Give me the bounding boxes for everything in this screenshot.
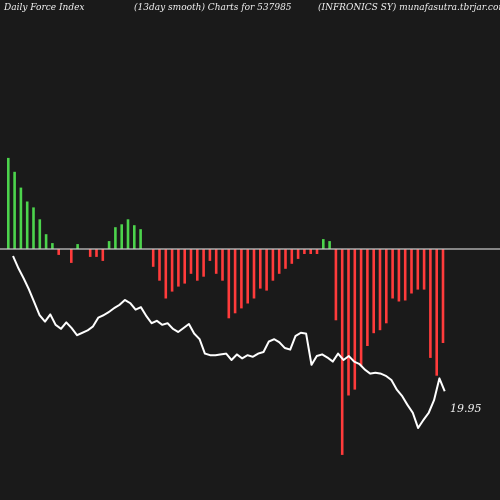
force-bar-negative — [196, 249, 199, 281]
force-bar-negative — [277, 249, 281, 274]
force-bar-positive — [126, 219, 130, 249]
force-bar-negative — [214, 249, 218, 274]
force-bar-negative — [221, 249, 224, 281]
force-bar-positive — [13, 171, 16, 249]
force-bar-positive — [114, 227, 117, 249]
force-bar-negative — [372, 249, 375, 334]
force-bar-negative — [265, 249, 268, 291]
force-bar-negative — [378, 249, 382, 331]
force-bar-negative — [366, 249, 369, 346]
force-bar-positive — [322, 239, 325, 249]
header-chart-subtitle: (13day smooth) Charts for 537985 — [134, 3, 292, 13]
force-bar-positive — [32, 207, 35, 249]
force-index-bars — [7, 157, 445, 455]
last-price-label: 19.95 — [450, 402, 482, 415]
price-line — [12, 255, 446, 429]
force-bar-negative — [189, 249, 193, 274]
force-bar-negative — [403, 249, 407, 301]
force-bar-negative — [202, 249, 205, 277]
force-bar-negative — [170, 249, 174, 292]
force-bar-negative — [240, 249, 243, 309]
force-bar-negative — [151, 249, 155, 267]
force-bar-positive — [25, 201, 29, 249]
header-indicator-title: Daily Force Index — [4, 3, 85, 13]
force-bar-negative — [340, 249, 344, 455]
force-bar-negative — [303, 249, 306, 254]
force-bar-negative — [296, 249, 300, 259]
force-bar-negative — [347, 249, 350, 396]
force-bar-positive — [7, 157, 10, 249]
force-bar-positive — [76, 244, 79, 250]
force-bar-positive — [51, 243, 54, 249]
force-bar-positive — [44, 234, 48, 249]
force-bar-negative — [391, 249, 394, 299]
force-bar-negative — [227, 249, 231, 319]
force-bar-positive — [139, 229, 142, 249]
force-bar-negative — [183, 249, 186, 284]
force-bar-negative — [359, 249, 363, 366]
force-bar-negative — [252, 249, 256, 299]
force-bar-negative — [259, 249, 262, 289]
force-bar-negative — [177, 249, 180, 287]
force-bar-negative — [95, 249, 98, 257]
force-bar-negative — [309, 249, 312, 254]
force-bar-negative — [284, 249, 287, 269]
force-bar-negative — [246, 249, 249, 304]
force-bar-negative — [57, 249, 60, 255]
force-bar-positive — [133, 225, 136, 249]
force-bar-positive — [120, 224, 123, 250]
force-bar-negative — [101, 249, 105, 261]
force-bar-negative — [70, 249, 73, 263]
force-bar-negative — [290, 249, 294, 264]
force-bar-negative — [385, 249, 388, 324]
force-bar-negative — [164, 249, 168, 299]
force-bar-negative — [422, 249, 426, 290]
force-bar-positive — [328, 241, 331, 249]
force-bar-negative — [416, 249, 420, 290]
force-bar-positive — [107, 241, 111, 249]
force-bar-negative — [233, 249, 237, 314]
force-bar-negative — [397, 249, 401, 302]
force-bar-negative — [315, 249, 319, 254]
force-bar-negative — [88, 249, 92, 257]
force-bar-negative — [334, 249, 338, 321]
force-bar-positive — [38, 219, 42, 249]
force-bar-negative — [429, 249, 432, 358]
force-bar-negative — [441, 249, 445, 343]
header-symbol-source: (INFRONICS SY) munafasutra.tbrjar.com — [318, 3, 500, 13]
force-bar-negative — [158, 249, 161, 281]
force-bar-positive — [19, 187, 23, 249]
force-bar-negative — [208, 249, 212, 261]
force-bar-negative — [353, 249, 357, 390]
force-bar-negative — [271, 249, 275, 281]
force-bar-negative — [410, 249, 413, 294]
force-bar-negative — [435, 249, 438, 376]
